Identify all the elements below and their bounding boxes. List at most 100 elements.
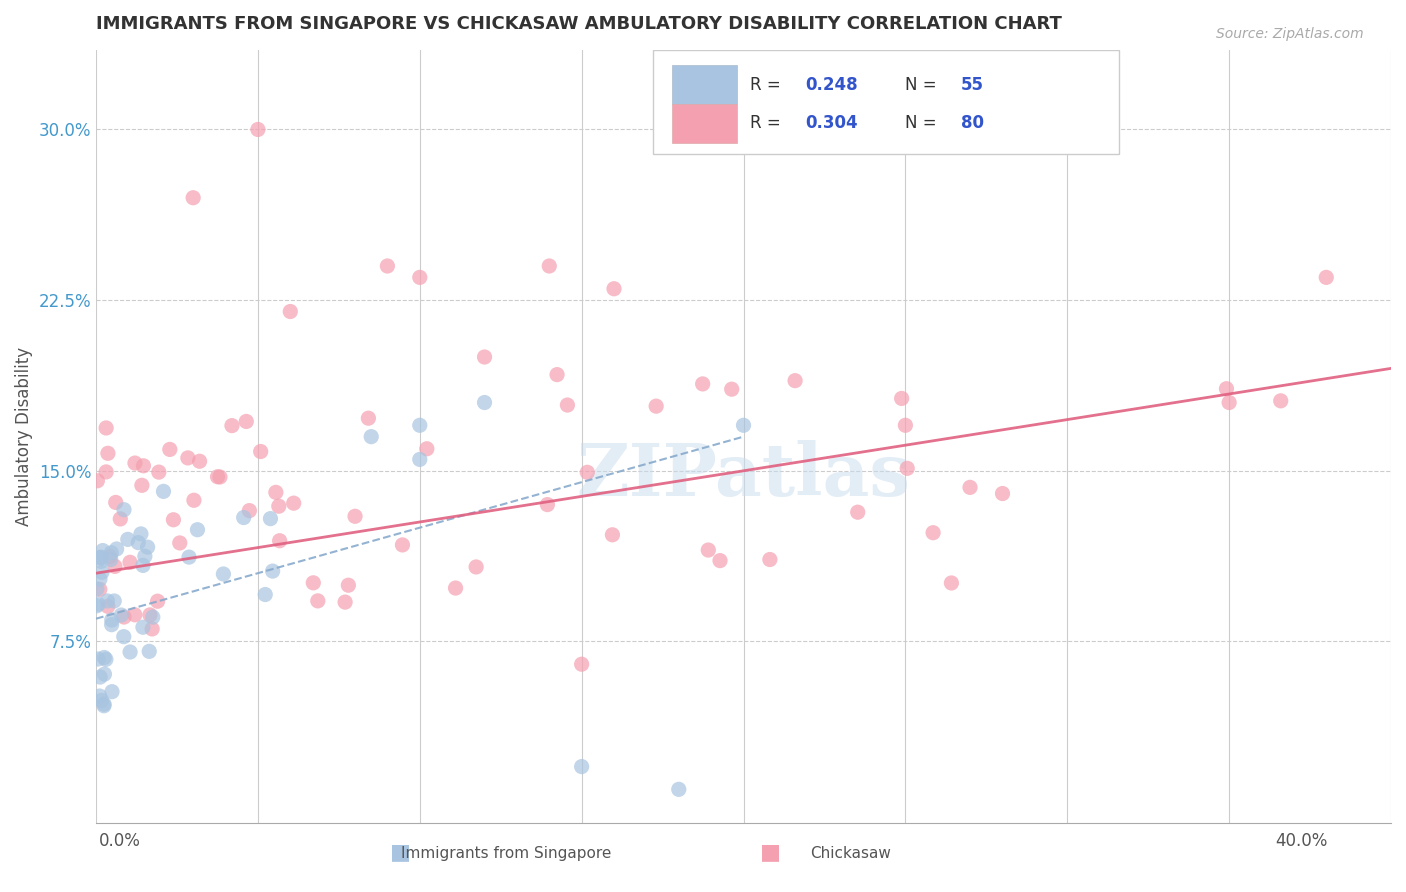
Point <box>141 622 163 636</box>
Point <box>89 670 111 684</box>
Point <box>333 595 356 609</box>
Point <box>177 450 200 465</box>
Point <box>896 461 918 475</box>
Point <box>97 599 120 614</box>
Point <box>221 418 243 433</box>
Point <box>132 558 155 573</box>
Point <box>97 446 120 460</box>
Text: IMMIGRANTS FROM SINGAPORE VS CHICKASAW AMBULATORY DISABILITY CORRELATION CHART: IMMIGRANTS FROM SINGAPORE VS CHICKASAW A… <box>96 15 1062 33</box>
Point <box>668 782 690 797</box>
Point <box>269 533 291 548</box>
Point <box>91 543 114 558</box>
Text: Source: ZipAtlas.com: Source: ZipAtlas.com <box>1216 27 1364 41</box>
Point <box>357 411 380 425</box>
Point <box>118 555 141 569</box>
Point <box>129 527 152 541</box>
Point <box>86 582 108 596</box>
Point <box>922 525 945 540</box>
Point <box>337 578 360 592</box>
Point <box>720 382 742 396</box>
Point <box>416 442 439 456</box>
Point <box>87 652 110 666</box>
Point <box>112 502 135 516</box>
Point <box>100 617 122 632</box>
Point <box>100 613 122 627</box>
Point <box>93 697 115 711</box>
Point <box>1218 395 1240 409</box>
Point <box>444 581 467 595</box>
Point <box>93 667 115 681</box>
Point <box>991 486 1014 500</box>
Point <box>120 645 142 659</box>
Point <box>181 191 204 205</box>
Point <box>409 418 432 433</box>
Point <box>124 456 146 470</box>
Text: Immigrants from Singapore: Immigrants from Singapore <box>401 847 612 861</box>
Point <box>232 510 254 524</box>
Point <box>93 650 115 665</box>
Point <box>134 549 156 564</box>
Point <box>132 458 155 473</box>
Point <box>571 759 593 773</box>
Point <box>409 452 432 467</box>
Point <box>100 552 122 566</box>
Text: ■: ■ <box>391 842 411 862</box>
Point <box>576 466 599 480</box>
Point <box>212 567 235 582</box>
Point <box>302 575 325 590</box>
Point <box>264 485 287 500</box>
Point <box>139 607 162 622</box>
Point <box>86 474 108 488</box>
Text: 40.0%: 40.0% <box>1275 831 1327 849</box>
Text: 0.248: 0.248 <box>806 76 858 94</box>
Point <box>409 270 432 285</box>
Point <box>692 376 714 391</box>
Point <box>112 610 135 624</box>
Point <box>536 498 558 512</box>
Point <box>96 594 118 608</box>
Point <box>101 684 124 698</box>
Point <box>90 554 112 568</box>
Point <box>709 553 731 567</box>
Point <box>90 550 112 565</box>
Point <box>183 493 205 508</box>
Point <box>546 368 568 382</box>
Point <box>465 560 488 574</box>
Point <box>188 454 211 468</box>
Point <box>89 689 111 703</box>
Point <box>177 550 200 565</box>
Point <box>377 259 399 273</box>
Point <box>391 538 413 552</box>
Text: R =: R = <box>749 114 786 132</box>
Point <box>474 350 496 364</box>
Point <box>959 480 981 494</box>
Point <box>603 282 626 296</box>
Text: ■: ■ <box>761 842 780 862</box>
Text: N =: N = <box>905 76 942 94</box>
Point <box>93 698 115 713</box>
Text: ZIPatlas: ZIPatlas <box>576 440 911 511</box>
Point <box>87 597 110 611</box>
Text: 0.304: 0.304 <box>806 114 858 132</box>
Point <box>246 122 269 136</box>
Point <box>112 630 135 644</box>
Point <box>1270 393 1292 408</box>
Point <box>557 398 579 412</box>
Point <box>89 582 111 597</box>
Point <box>283 496 305 510</box>
Text: 55: 55 <box>962 76 984 94</box>
Point <box>602 528 624 542</box>
Point <box>90 550 112 565</box>
Point <box>94 652 117 666</box>
Point <box>254 588 277 602</box>
Point <box>645 399 668 413</box>
Point <box>90 550 112 565</box>
Text: 0.0%: 0.0% <box>98 831 141 849</box>
Point <box>142 610 165 624</box>
Point <box>941 576 963 591</box>
Point <box>238 503 260 517</box>
Point <box>89 572 111 586</box>
Point <box>571 657 593 672</box>
Text: Chickasaw: Chickasaw <box>810 847 891 861</box>
Point <box>94 421 117 435</box>
